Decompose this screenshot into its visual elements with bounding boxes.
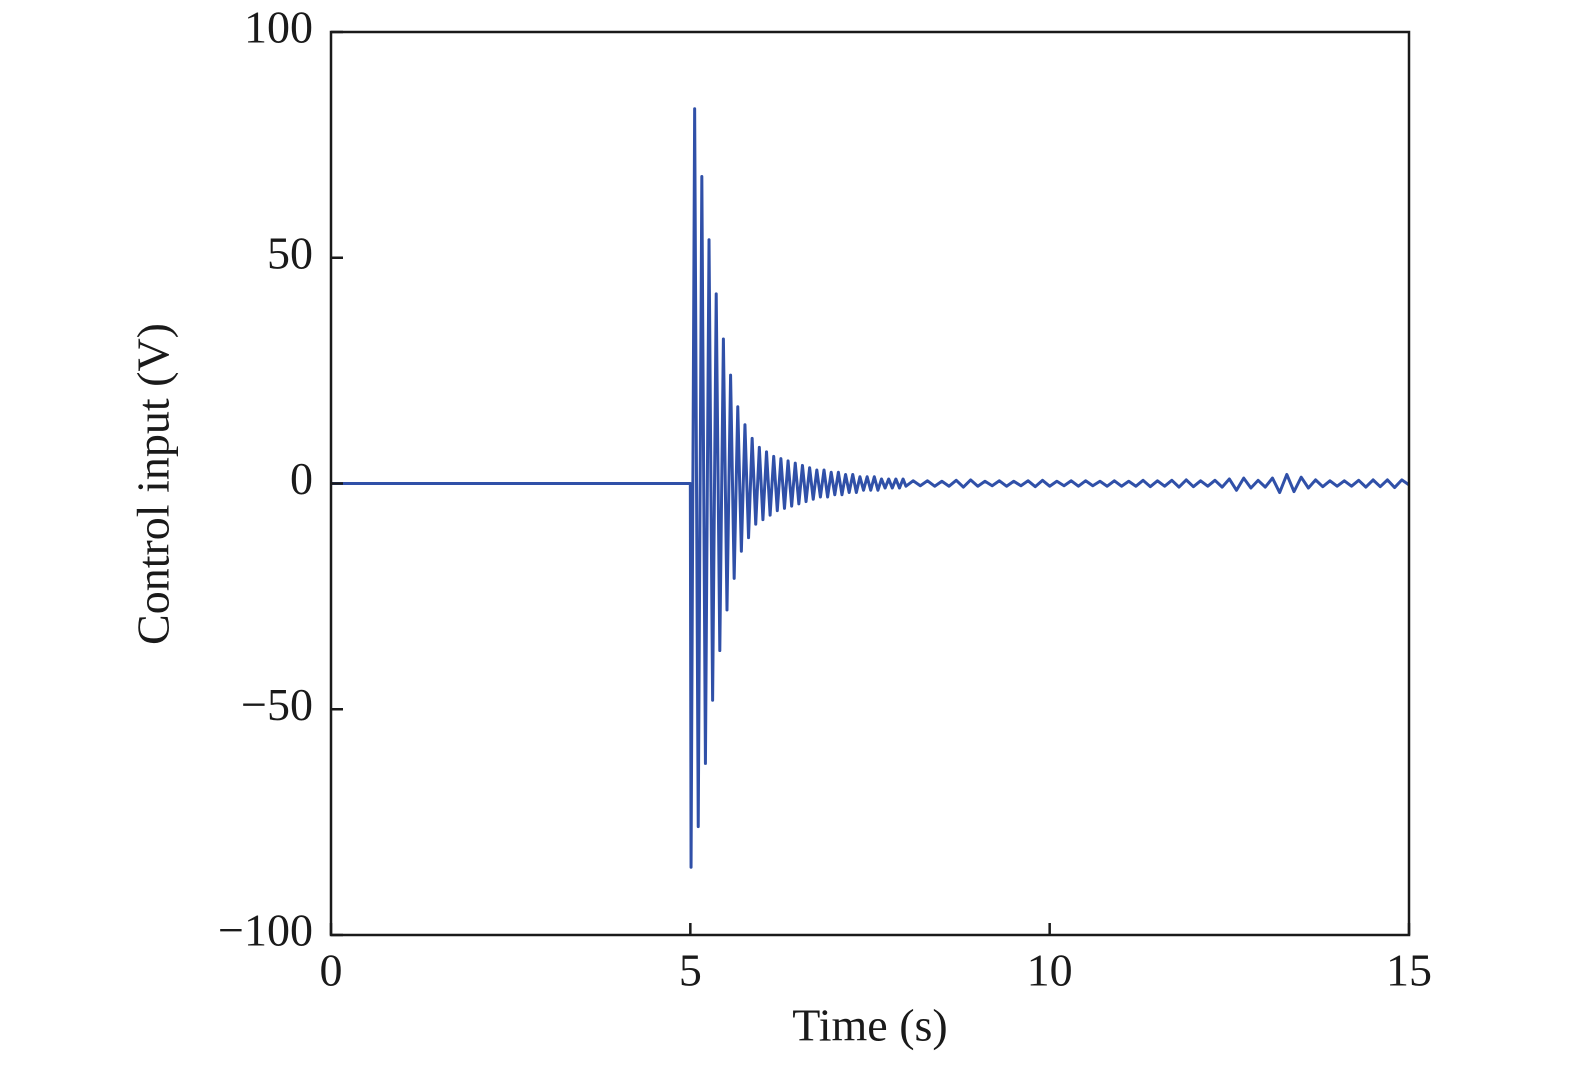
- x-tick-label: 5: [679, 945, 702, 996]
- y-tick-label: 50: [267, 227, 313, 278]
- y-tick-label: −50: [241, 679, 313, 730]
- y-tick-label: −100: [218, 905, 313, 956]
- y-axis-label: Control input (V): [128, 323, 179, 645]
- data-line: [331, 107, 1410, 869]
- y-tick-label: 100: [244, 2, 313, 53]
- x-axis-label: Time (s): [792, 1000, 948, 1051]
- x-tick-label: 10: [1027, 945, 1073, 996]
- x-tick-label: 15: [1386, 945, 1432, 996]
- x-tick-label: 0: [320, 945, 343, 996]
- y-tick-label: 0: [290, 453, 313, 504]
